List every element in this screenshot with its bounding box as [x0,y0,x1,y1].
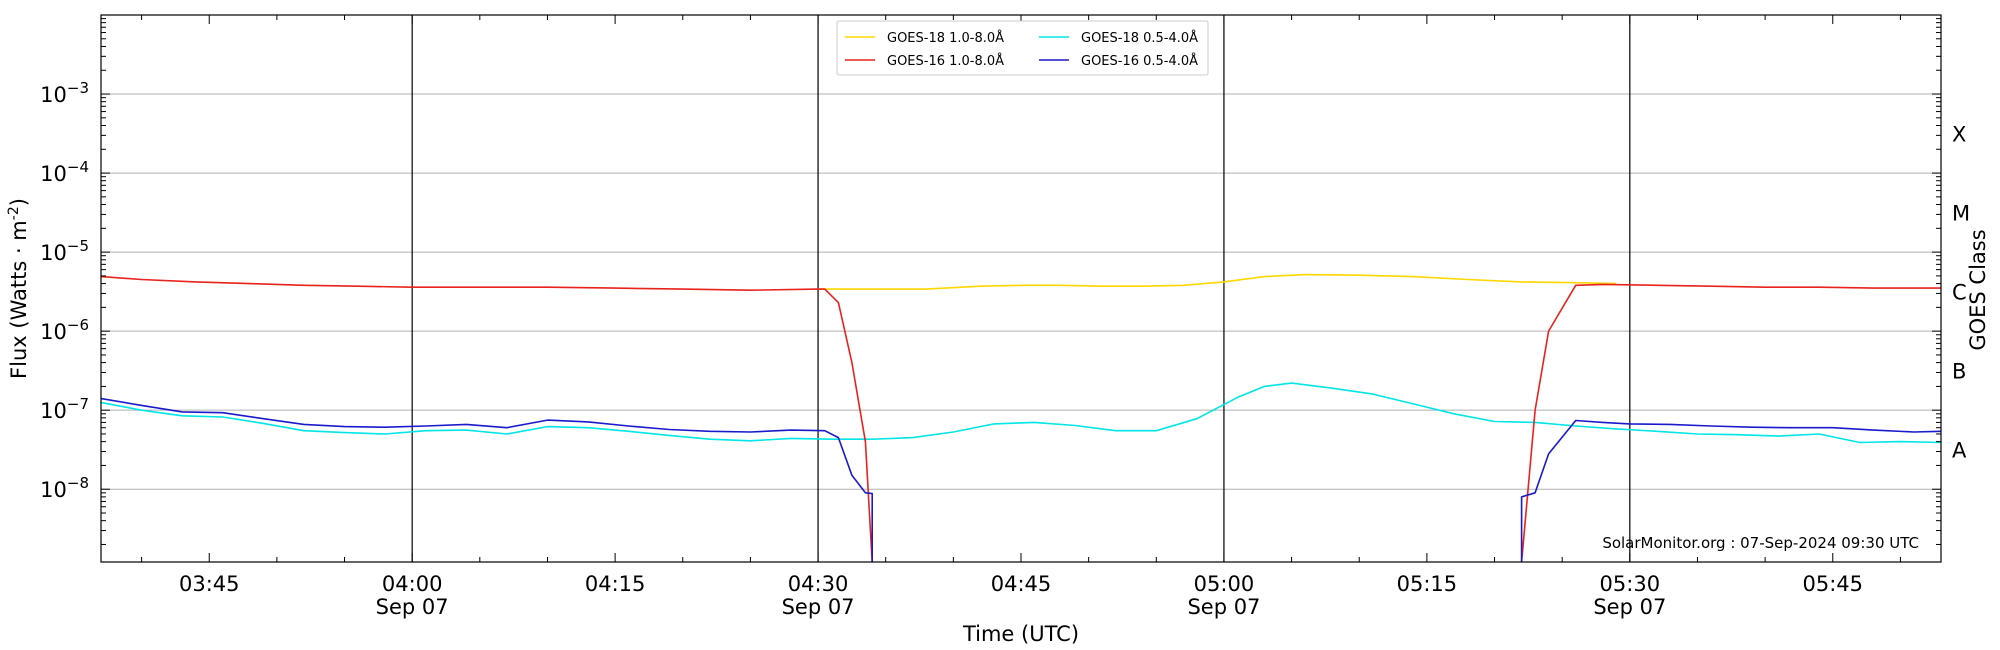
y-tick-label: 10−8 [40,474,89,502]
legend-label: GOES-16 0.5-4.0Å [1081,53,1198,69]
x-tick-date-label: Sep 07 [1187,595,1260,619]
x-tick-label: 04:45 [991,572,1052,596]
goes-class-label: B [1952,360,1966,384]
goes-class-axis-label: GOES Class [1966,229,1990,350]
legend-box [836,20,1209,76]
y-tick-label: 10−4 [40,158,89,186]
y-tick-label: 10−7 [40,395,89,423]
series-line-2 [101,382,1941,444]
series-line-3 [101,275,1941,562]
x-tick-date-label: Sep 07 [376,595,449,619]
y-tick-label: 10−6 [40,316,89,344]
x-tick-label: 04:00 [382,572,443,596]
goes-class-label: C [1952,281,1967,305]
legend: GOES-18 1.0-8.0Å GOES-16 1.0-8.0Å GOES-18 … [836,20,1209,76]
x-tick-label: 05:00 [1194,572,1255,596]
y-axis-label: Flux (Watts · m-2) [6,198,31,379]
goes-class-label: X [1952,123,1966,147]
goes-class-label: M [1952,202,1970,226]
goes-class-label: A [1952,439,1967,463]
x-tick-label: 05:30 [1600,572,1661,596]
x-tick-label: 05:15 [1397,572,1458,596]
y-tick-label: 10−3 [40,79,89,107]
x-tick-label: 03:45 [179,572,240,596]
legend-label: GOES-18 1.0-8.0Å [887,30,1004,46]
x-tick-date-label: Sep 07 [782,595,855,619]
x-tick-label: 04:15 [585,572,646,596]
series-lines [101,273,1941,562]
y-tick-label: 10−5 [40,237,89,265]
x-tick-label: 05:45 [1802,572,1863,596]
plot-frame [100,14,1942,563]
plot-area [101,273,1941,562]
x-tick-label: 04:30 [788,572,849,596]
time-marker-lines [411,15,1631,562]
x-tick-date-label: Sep 07 [1593,595,1666,619]
legend-label: GOES-16 1.0-8.0Å [887,53,1004,69]
series-line-4 [101,397,1941,562]
credit-text: SolarMonitor.org : 07-Sep-2024 09:30 UTC [1602,534,1919,552]
grid [101,93,1941,490]
x-axis-label: Time (UTC) [962,622,1079,646]
legend-label: GOES-18 0.5-4.0Å [1081,30,1198,46]
series-line-1 [818,273,1617,290]
